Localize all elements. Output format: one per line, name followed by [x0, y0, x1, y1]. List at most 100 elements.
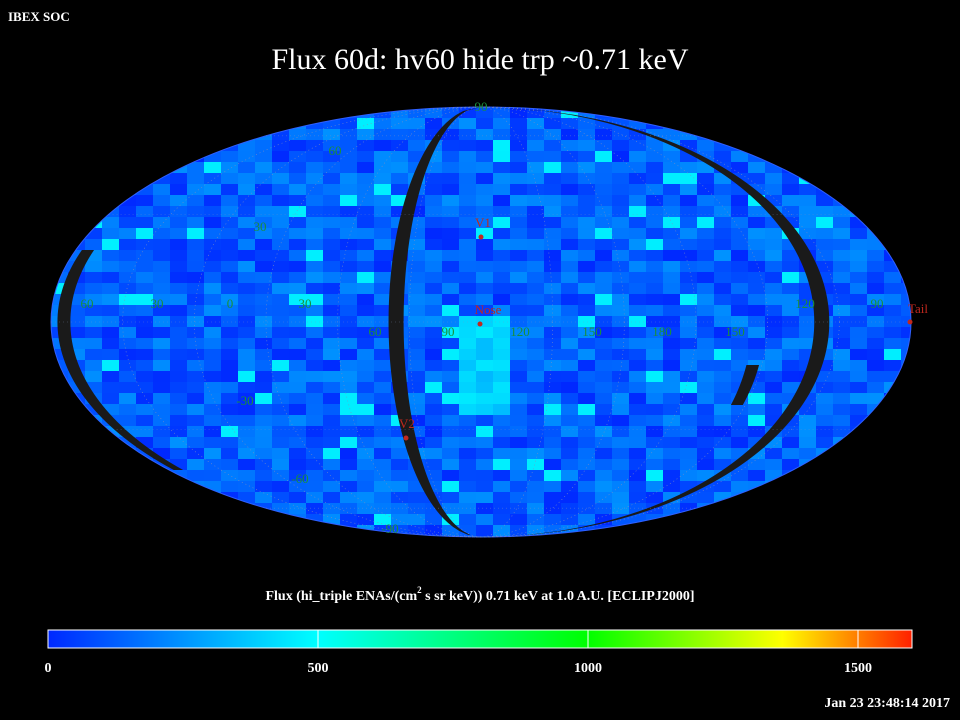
- map-cell: [85, 371, 103, 383]
- map-cell: [748, 327, 766, 339]
- map-cell: [221, 294, 239, 306]
- map-cell: [476, 140, 494, 152]
- map-cell: [187, 382, 205, 394]
- map-cell: [680, 217, 698, 229]
- map-cell: [493, 415, 511, 427]
- map-cell: [595, 382, 613, 394]
- map-cell: [289, 503, 307, 515]
- map-cell: [306, 382, 324, 394]
- map-cell: [391, 437, 409, 449]
- map-cell: [357, 437, 375, 449]
- map-cell: [391, 492, 409, 504]
- map-cell: [799, 415, 817, 427]
- map-cell: [170, 327, 188, 339]
- map-cell: [561, 272, 579, 284]
- map-cell: [850, 294, 868, 306]
- map-cell: [544, 426, 562, 438]
- map-cell: [561, 338, 579, 350]
- map-cell: [187, 338, 205, 350]
- map-cell: [748, 283, 766, 295]
- map-cell: [306, 503, 324, 515]
- map-cell: [748, 371, 766, 383]
- map-cell: [153, 404, 171, 416]
- map-cell: [238, 140, 256, 152]
- map-cell: [204, 349, 222, 361]
- map-cell: [374, 481, 392, 493]
- map-cell: [765, 184, 783, 196]
- map-cell: [850, 228, 868, 240]
- map-cell: [340, 283, 358, 295]
- map-cell: [221, 437, 239, 449]
- map-cell: [323, 118, 341, 130]
- map-cell: [425, 250, 443, 262]
- map-cell: [459, 382, 477, 394]
- map-cell: [765, 459, 783, 471]
- map-cell: [714, 448, 732, 460]
- map-cell: [204, 459, 222, 471]
- longitude-label: 150: [725, 324, 745, 339]
- map-cell: [782, 184, 800, 196]
- longitude-label: 180: [652, 324, 672, 339]
- map-cell: [782, 261, 800, 273]
- map-cell: [408, 382, 426, 394]
- map-cell: [595, 283, 613, 295]
- map-cell: [238, 470, 256, 482]
- map-cell: [612, 349, 630, 361]
- map-cell: [561, 173, 579, 185]
- map-cell: [306, 162, 324, 174]
- map-cell: [867, 338, 885, 350]
- map-cell: [255, 294, 273, 306]
- map-cell: [544, 503, 562, 515]
- map-cell: [663, 184, 681, 196]
- map-cell: [527, 305, 545, 317]
- map-cell: [408, 305, 426, 317]
- map-cell: [153, 305, 171, 317]
- map-cell: [102, 382, 120, 394]
- map-cell: [391, 118, 409, 130]
- map-cell: [391, 514, 409, 526]
- map-cell: [697, 250, 715, 262]
- map-cell: [561, 371, 579, 383]
- map-cell: [867, 393, 885, 405]
- map-cell: [680, 239, 698, 251]
- map-cell: [799, 228, 817, 240]
- map-cell: [850, 360, 868, 372]
- map-cell: [272, 481, 290, 493]
- map-cell: [561, 316, 579, 328]
- map-cell: [884, 316, 902, 328]
- map-cell: [255, 382, 273, 394]
- map-cell: [850, 338, 868, 350]
- map-cell: [357, 118, 375, 130]
- map-cell: [578, 514, 596, 526]
- map-cell: [629, 481, 647, 493]
- map-cell: [697, 437, 715, 449]
- map-cell: [833, 250, 851, 262]
- longitude-label: 90: [442, 324, 455, 339]
- map-cell: [323, 338, 341, 350]
- map-cell: [136, 228, 154, 240]
- map-cell: [544, 415, 562, 427]
- map-cell: [714, 492, 732, 504]
- map-cell: [544, 338, 562, 350]
- map-cell: [255, 327, 273, 339]
- map-cell: [731, 360, 749, 372]
- map-cell: [578, 371, 596, 383]
- map-cell: [187, 415, 205, 427]
- map-cell: [204, 470, 222, 482]
- map-cell: [459, 338, 477, 350]
- map-cell: [408, 316, 426, 328]
- map-cell: [867, 261, 885, 273]
- map-cell: [323, 261, 341, 273]
- map-cell: [153, 272, 171, 284]
- map-cell: [476, 404, 494, 416]
- map-cell: [357, 228, 375, 240]
- map-cell: [357, 294, 375, 306]
- map-cell: [425, 217, 443, 229]
- map-cell: [697, 195, 715, 207]
- map-cell: [323, 151, 341, 163]
- map-cell: [680, 437, 698, 449]
- map-cell: [306, 195, 324, 207]
- map-cell: [561, 503, 579, 515]
- map-cell: [459, 459, 477, 471]
- map-cell: [612, 316, 630, 328]
